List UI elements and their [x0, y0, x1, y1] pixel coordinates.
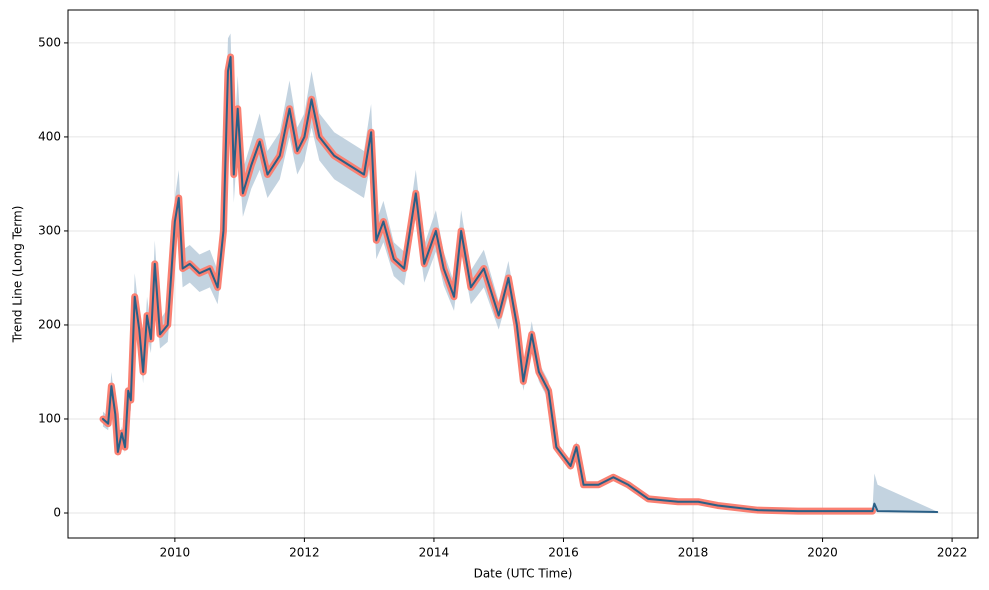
trend-line	[101, 56, 939, 514]
x-tick-label: 2010	[160, 546, 191, 560]
y-tick-label: 500	[38, 35, 61, 49]
y-axis-label: Trend Line (Long Term)	[11, 206, 25, 344]
y-tick-label: 200	[38, 317, 61, 331]
x-tick-label: 2020	[807, 546, 838, 560]
x-tick-label: 2022	[937, 546, 968, 560]
x-tick-label: 2012	[289, 546, 320, 560]
plot-frame	[67, 9, 979, 539]
y-tick-label: 0	[53, 505, 61, 519]
y-tick-label: 400	[38, 129, 61, 143]
x-axis-label: Date (UTC Time)	[474, 567, 573, 581]
x-tick-label: 2018	[678, 546, 709, 560]
x-tick-label: 2016	[548, 546, 579, 560]
x-tick-label: 2014	[419, 546, 450, 560]
y-tick-label: 300	[38, 223, 61, 237]
y-tick-label: 100	[38, 411, 61, 425]
